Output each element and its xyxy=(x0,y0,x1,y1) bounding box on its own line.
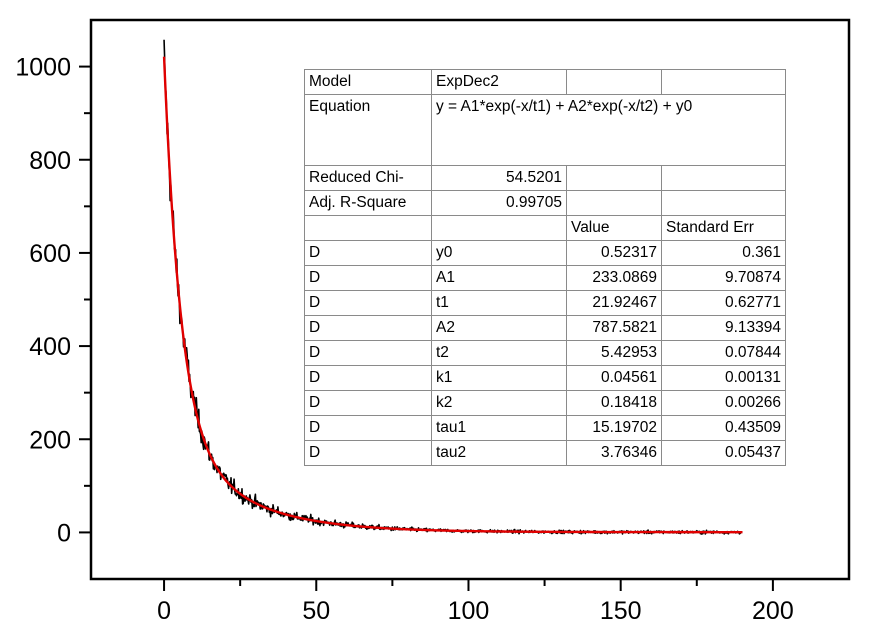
cell-dataset: D xyxy=(304,415,432,441)
cell-dataset: D xyxy=(304,340,432,366)
fit-curve-line xyxy=(162,56,744,534)
table-row: D A1 233.0869 9.70874 xyxy=(304,265,786,291)
cell-param: tau1 xyxy=(431,415,567,441)
table-row: Adj. R-Square 0.99705 xyxy=(304,190,786,216)
cell-value: 5.42953 xyxy=(566,340,662,366)
y-tick-label: 400 xyxy=(29,333,71,361)
x-tick-label: 50 xyxy=(302,597,330,625)
cell-param: tau2 xyxy=(431,440,567,466)
x-axis-ticks: 0 50 100 150 200 xyxy=(157,579,794,625)
table-header-row: Value Standard Err xyxy=(304,215,786,241)
y-tick-label: 0 xyxy=(57,519,71,547)
y-tick-label: 200 xyxy=(29,426,71,454)
cell-stderr: 0.62771 xyxy=(661,290,786,316)
chi-label: Reduced Chi- xyxy=(304,165,432,191)
fit-results-table: Model ExpDec2 Equation y = A1*exp(-x/t1)… xyxy=(304,69,786,466)
x-tick-label: 150 xyxy=(600,597,642,625)
cell-value: 0.18418 xyxy=(566,390,662,416)
cell-stderr: 9.70874 xyxy=(661,265,786,291)
cell-param: k1 xyxy=(431,365,567,391)
cell-param: t2 xyxy=(431,340,567,366)
x-tick-label: 200 xyxy=(752,597,794,625)
r2-label: Adj. R-Square xyxy=(304,190,432,216)
r2-value: 0.99705 xyxy=(431,190,567,216)
cell-dataset: D xyxy=(304,440,432,466)
table-row: Reduced Chi- 54.5201 xyxy=(304,165,786,191)
cell-stderr: 0.43509 xyxy=(661,415,786,441)
cell-stderr: 0.07844 xyxy=(661,340,786,366)
cell-dataset: D xyxy=(304,315,432,341)
cell-value: 787.5821 xyxy=(566,315,662,341)
chi-value: 54.5201 xyxy=(431,165,567,191)
x-tick-label: 100 xyxy=(448,597,490,625)
y-axis-ticks: 0 200 400 600 800 1000 xyxy=(15,54,91,547)
cell-param: y0 xyxy=(431,240,567,266)
equation-label: Equation xyxy=(304,94,432,166)
cell-dataset: D xyxy=(304,240,432,266)
stderr-header: Standard Err xyxy=(661,215,786,241)
cell-value: 0.52317 xyxy=(566,240,662,266)
cell-dataset: D xyxy=(304,365,432,391)
cell-value: 233.0869 xyxy=(566,265,662,291)
cell-stderr: 0.05437 xyxy=(661,440,786,466)
cell-value: 21.92467 xyxy=(566,290,662,316)
x-tick-label: 0 xyxy=(157,597,171,625)
cell-param: A1 xyxy=(431,265,567,291)
cell-stderr: 9.13394 xyxy=(661,315,786,341)
cell-value: 3.76346 xyxy=(566,440,662,466)
cell-value: 15.19702 xyxy=(566,415,662,441)
cell-param: t1 xyxy=(431,290,567,316)
cell-dataset: D xyxy=(304,390,432,416)
y-tick-label: 600 xyxy=(29,240,71,268)
cell-dataset: D xyxy=(304,265,432,291)
cell-param: k2 xyxy=(431,390,567,416)
equation-value: y = A1*exp(-x/t1) + A2*exp(-x/t2) + y0 xyxy=(431,94,786,166)
y-tick-label: 1000 xyxy=(15,54,71,82)
model-label: Model xyxy=(304,69,432,95)
model-value: ExpDec2 xyxy=(431,69,567,95)
y-tick-label: 800 xyxy=(29,147,71,175)
table-row: D A2 787.5821 9.13394 xyxy=(304,315,786,341)
cell-param: A2 xyxy=(431,315,567,341)
cell-value: 0.04561 xyxy=(566,365,662,391)
cell-stderr: 0.00266 xyxy=(661,390,786,416)
cell-stderr: 0.00131 xyxy=(661,365,786,391)
table-row: Model ExpDec2 xyxy=(304,69,786,95)
cell-stderr: 0.361 xyxy=(661,240,786,266)
cell-dataset: D xyxy=(304,290,432,316)
table-row: Equation y = A1*exp(-x/t1) + A2*exp(-x/t… xyxy=(304,94,786,166)
value-header: Value xyxy=(566,215,662,241)
